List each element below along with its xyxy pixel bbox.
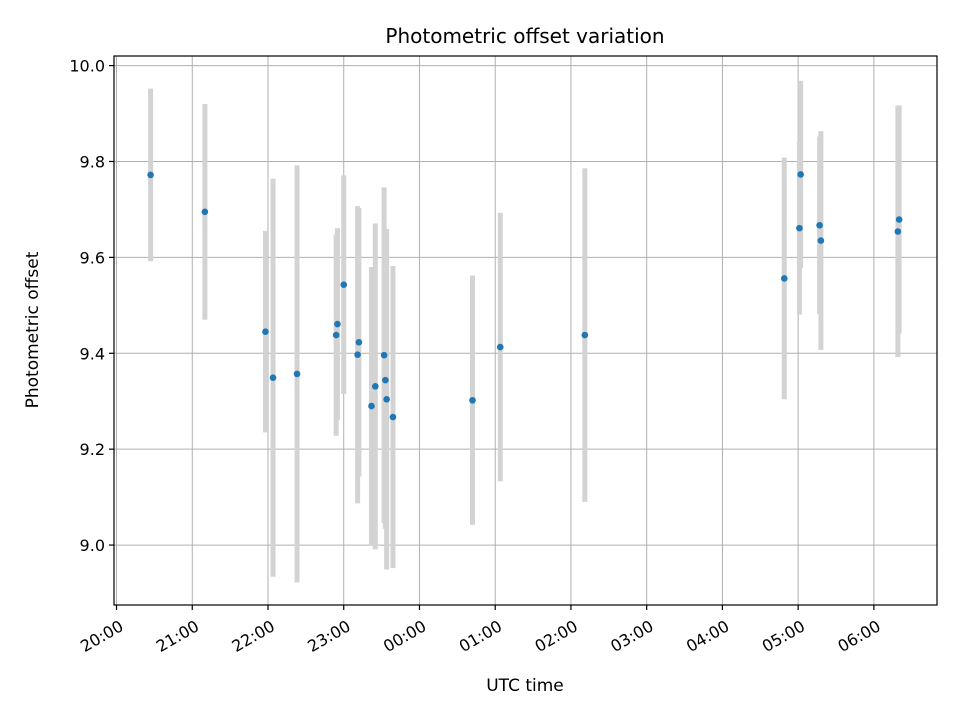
data-point (201, 208, 209, 216)
x-tick-label: 21:00 (153, 616, 202, 656)
data-point (340, 281, 348, 289)
data-point (380, 351, 388, 359)
y-tick-label: 9.6 (80, 248, 105, 267)
data-point (368, 402, 375, 410)
x-tick-label: 05:00 (759, 616, 808, 656)
x-tick-label: 20:00 (77, 616, 126, 656)
grid-layer (114, 56, 937, 605)
y-tick-label: 9.0 (80, 536, 105, 555)
y-tick-label: 10.0 (69, 57, 105, 76)
data-point (332, 331, 340, 339)
x-tick-label: 00:00 (380, 616, 429, 656)
data-point (147, 171, 154, 179)
data-point (383, 396, 390, 403)
data-point (797, 171, 804, 178)
y-axis-label: Photometric offset (23, 251, 43, 408)
x-tick-label: 01:00 (456, 616, 505, 656)
data-point (581, 331, 589, 339)
y-tick-label: 9.8 (80, 152, 105, 171)
x-tick-label: 22:00 (229, 616, 278, 656)
point-layer (147, 171, 903, 421)
data-point (262, 328, 269, 335)
x-tick-label: 02:00 (532, 616, 581, 656)
x-tick-label: 04:00 (683, 616, 732, 656)
data-point (894, 228, 902, 235)
data-point (269, 374, 277, 382)
x-tick-label: 03:00 (607, 616, 656, 656)
y-tick-label: 9.2 (80, 440, 105, 459)
data-point (496, 343, 504, 351)
data-point (796, 224, 803, 232)
data-point (293, 370, 301, 378)
plot-frame (113, 55, 938, 606)
tick-layer: 20:00 21:00 22:00 23:00 00:00 01:00 02:00 03:00… (69, 57, 884, 656)
x-tick-label: 06:00 (834, 616, 883, 656)
data-point (354, 351, 361, 359)
data-point (382, 376, 389, 384)
y-tick-label: 9.4 (80, 344, 105, 363)
data-point (334, 320, 341, 328)
data-point (816, 221, 823, 229)
data-point (817, 237, 825, 244)
x-axis-label: UTC time (486, 676, 564, 696)
data-point (895, 216, 903, 223)
data-point (355, 338, 363, 346)
data-point (469, 396, 476, 404)
chart-title: Photometric offset variation (385, 24, 664, 48)
data-point (371, 383, 379, 390)
data-point (780, 275, 788, 282)
data-point (389, 413, 397, 421)
x-tick-label: 23:00 (304, 616, 353, 656)
